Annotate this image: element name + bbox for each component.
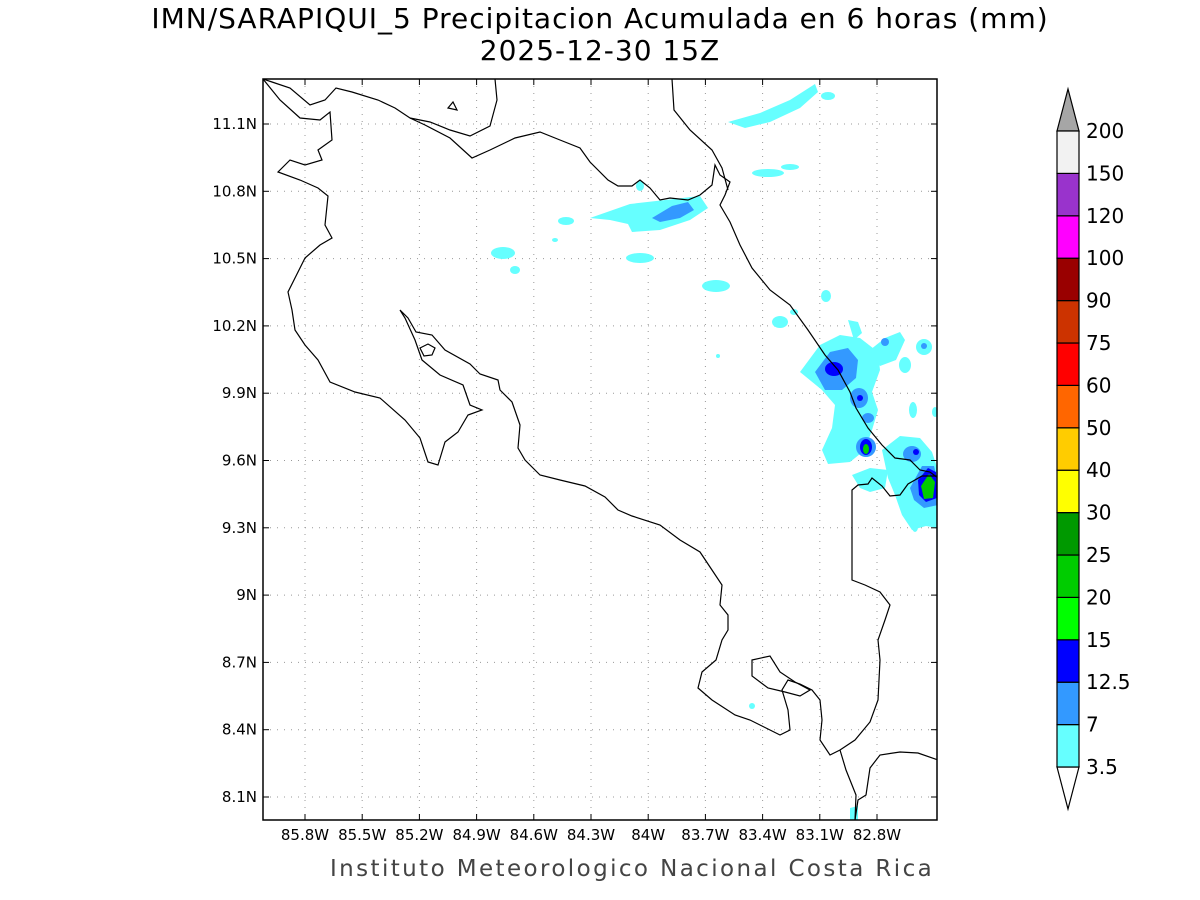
longitude-label: 82.8W — [853, 826, 901, 844]
colorbar-label: 25 — [1086, 543, 1111, 567]
latitude-label: 9.6N — [222, 452, 257, 470]
latitude-label: 8.4N — [222, 721, 257, 739]
colorbar-label: 12.5 — [1086, 670, 1131, 694]
colorbar-swatch — [1056, 384, 1080, 429]
colorbar-label: 20 — [1086, 585, 1111, 609]
colorbar-swatch — [1056, 723, 1080, 768]
longitude-label: 83.7W — [681, 826, 729, 844]
latitude-label: 9.9N — [222, 384, 257, 402]
precipitation-field — [491, 84, 937, 820]
colorbar-label: 120 — [1086, 204, 1124, 228]
colorbar-swatch — [1056, 639, 1080, 683]
longitude-axis-labels: 85.8W 85.5W 85.2W 84.9W 84.6W 84.3W 84W 83.7W 83… — [281, 826, 901, 844]
colorbar-label: 90 — [1086, 289, 1111, 313]
colorbar-over-triangle — [1056, 86, 1080, 132]
colorbar-label: 40 — [1086, 458, 1111, 482]
latitude-label: 10.5N — [212, 250, 257, 268]
colorbar-label: 150 — [1086, 161, 1124, 185]
color-legend-labels: 3.5 7 12.5 15 20 25 30 40 50 60 75 90 100 120 150 200 — [1086, 119, 1131, 779]
longitude-label: 84W — [631, 826, 665, 844]
colorbar-swatch — [1056, 427, 1080, 471]
map-subtitle-datetime: 2025-12-30 15Z — [479, 34, 721, 67]
map-title: IMN/SARAPIQUI_5 Precipitacion Acumulada … — [151, 2, 1049, 35]
coastline-border — [263, 79, 937, 820]
map-gridlines — [263, 79, 937, 820]
colorbar-label: 7 — [1086, 713, 1099, 737]
colorbar-swatch — [1056, 681, 1080, 726]
longitude-label: 84.3W — [567, 826, 615, 844]
colorbar-under-triangle — [1056, 766, 1080, 812]
colorbar-swatch — [1056, 511, 1080, 556]
colorbar-label: 50 — [1086, 416, 1111, 440]
colorbar-swatch — [1056, 342, 1080, 387]
color-legend-bar — [1056, 86, 1080, 812]
longitude-label: 85.5W — [338, 826, 386, 844]
latitude-label: 9N — [236, 586, 257, 604]
latitude-label: 10.2N — [212, 317, 257, 335]
longitude-label: 85.8W — [281, 826, 329, 844]
colorbar-swatch — [1056, 215, 1080, 259]
latitude-label: 10.8N — [212, 182, 257, 200]
colorbar-swatch — [1056, 596, 1080, 641]
colorbar-swatch — [1056, 257, 1080, 302]
latitude-label: 11.1N — [212, 115, 257, 133]
longitude-label: 83.4W — [738, 826, 786, 844]
latitude-axis-labels: 11.1N 10.8N 10.5N 10.2N 9.9N 9.6N 9.3N 9N 8.7N 8.… — [212, 115, 257, 806]
colorbar-label: 75 — [1086, 331, 1111, 355]
longitude-label: 85.2W — [395, 826, 443, 844]
latitude-label: 8.1N — [222, 788, 257, 806]
longitude-label: 83.1W — [796, 826, 844, 844]
latitude-label: 8.7N — [222, 653, 257, 671]
longitude-label: 84.9W — [452, 826, 500, 844]
colorbar-swatch — [1056, 469, 1080, 514]
colorbar-swatch — [1056, 172, 1080, 217]
colorbar-label: 100 — [1086, 246, 1124, 270]
colorbar-label: 15 — [1086, 628, 1111, 652]
colorbar-swatch — [1056, 300, 1080, 344]
footer-credit: Instituto Meteorologico Nacional Costa R… — [330, 856, 935, 882]
colorbar-swatch — [1056, 554, 1080, 599]
map-frame — [262, 78, 938, 821]
colorbar-label: 60 — [1086, 373, 1111, 397]
colorbar-swatch — [1056, 130, 1080, 175]
colorbar-label: 200 — [1086, 119, 1124, 143]
latitude-label: 9.3N — [222, 519, 257, 537]
longitude-label: 84.6W — [510, 826, 558, 844]
colorbar-label: 30 — [1086, 501, 1111, 525]
colorbar-label: 3.5 — [1086, 755, 1118, 779]
